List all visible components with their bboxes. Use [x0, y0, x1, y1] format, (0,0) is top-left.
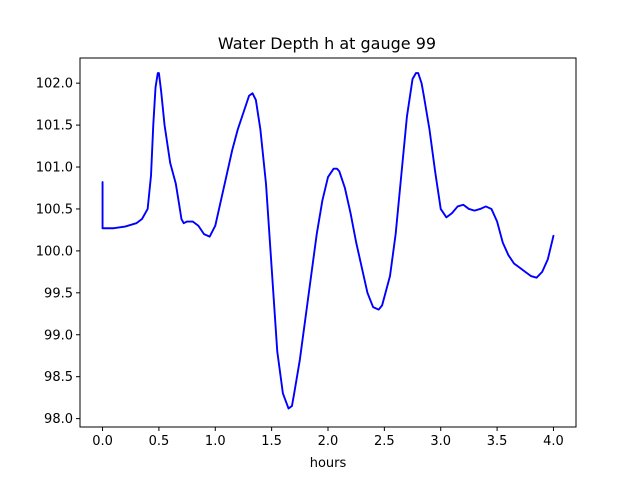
y-tick-label: 99.5: [44, 286, 73, 301]
x-tick-label: 3.0: [430, 434, 451, 449]
series-line-1: [101, 72, 555, 410]
y-tick-label: 98.5: [44, 370, 73, 385]
plot-area: [101, 72, 555, 410]
y-tick-label: 101.5: [36, 119, 73, 134]
y-axis: 98.0 98.5 99.0 99.5 100.0 100.5 101.0 101.5 102.…: [36, 77, 80, 427]
x-tick-label: 1.0: [205, 434, 226, 449]
y-tick-label: 99.0: [44, 328, 73, 343]
x-tick-label: 0.5: [149, 434, 170, 449]
y-tick-label: 98.0: [44, 412, 73, 427]
x-tick-label: 0.0: [92, 434, 113, 449]
x-tick-label: 4.0: [543, 434, 564, 449]
y-tick-label: 101.0: [36, 161, 73, 176]
x-tick-label: 2.5: [374, 434, 395, 449]
x-tick-label: 2.0: [318, 434, 339, 449]
y-tick-label: 100.0: [36, 244, 73, 259]
x-tick-label: 3.5: [487, 434, 508, 449]
x-tick-label: 1.5: [261, 434, 282, 449]
y-tick-label: 102.0: [36, 77, 73, 92]
x-axis-label: hours: [310, 456, 347, 471]
x-axis: 0.0 0.5 1.0 1.5 2.0 2.5 3.0 3.5 4.0: [92, 427, 564, 449]
y-tick-label: 100.5: [36, 202, 73, 217]
chart-title: Water Depth h at gauge 99: [218, 34, 436, 53]
